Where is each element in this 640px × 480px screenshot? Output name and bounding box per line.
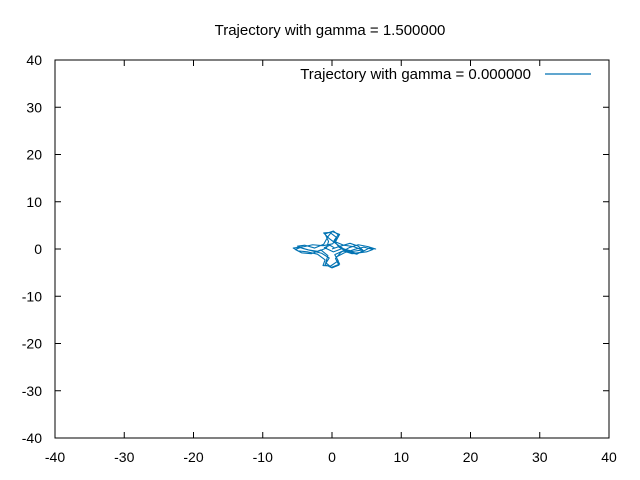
legend-label: Trajectory with gamma = 0.000000 <box>300 66 531 83</box>
x-tick-label: 20 <box>463 449 479 465</box>
y-tick-label: 40 <box>26 52 42 68</box>
series-layer <box>292 230 377 269</box>
y-tick-label: 20 <box>26 147 42 163</box>
chart-title: Trajectory with gamma = 1.500000 <box>215 22 446 39</box>
y-tick-label: -20 <box>22 336 42 352</box>
x-tick-label: -40 <box>45 449 65 465</box>
x-tick-label: -10 <box>253 449 273 465</box>
x-tick-label: -20 <box>183 449 203 465</box>
y-tick-label: -10 <box>22 288 42 304</box>
x-tick-label: 0 <box>328 449 336 465</box>
y-tick-label: 30 <box>26 99 42 115</box>
trajectory-line <box>292 230 377 269</box>
y-tick-label: -40 <box>22 430 42 446</box>
y-tick-label: -30 <box>22 383 42 399</box>
x-tick-label: -30 <box>114 449 134 465</box>
legend: Trajectory with gamma = 0.000000 <box>300 66 591 83</box>
x-tick-label: 10 <box>393 449 409 465</box>
x-tick-label: 30 <box>532 449 548 465</box>
y-tick-label: 0 <box>34 241 42 257</box>
y-tick-label: 10 <box>26 194 42 210</box>
x-tick-label: 40 <box>601 449 617 465</box>
axis-ticks: -40 -30 -20 -10 0 10 20 30 40 -40 -30 -20 -10 0 10 20 30… <box>22 52 617 465</box>
